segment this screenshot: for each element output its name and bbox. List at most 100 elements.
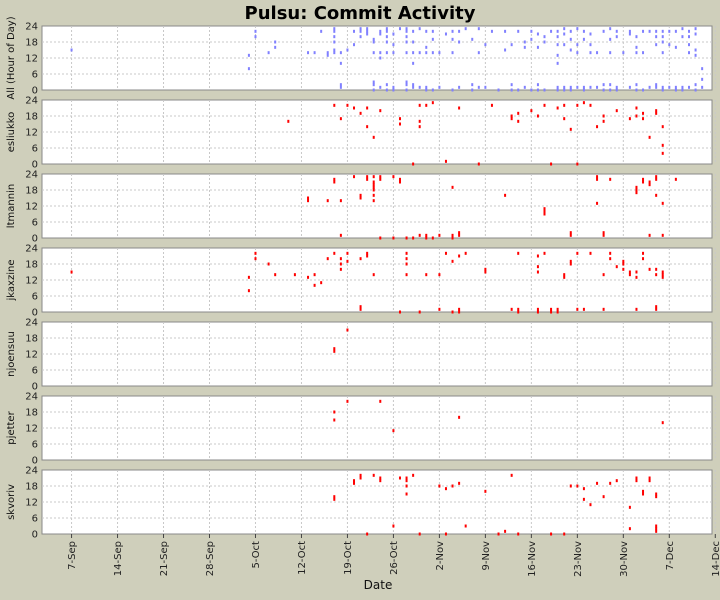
commit-point <box>615 85 618 89</box>
commit-point <box>379 32 382 36</box>
commit-point <box>359 193 362 197</box>
commit-point <box>635 114 638 118</box>
y-tick-label: 24 <box>25 244 38 255</box>
commit-point <box>484 267 487 271</box>
commit-point <box>464 524 467 528</box>
commit-point <box>385 35 388 39</box>
commit-point <box>293 273 296 277</box>
commit-point <box>359 305 362 309</box>
commit-point <box>412 236 415 240</box>
y-tick-label: 12 <box>25 54 38 65</box>
commit-point <box>431 101 434 105</box>
commit-point <box>602 29 605 33</box>
commit-point <box>628 29 631 33</box>
commit-point <box>582 85 585 89</box>
commit-point <box>405 51 408 55</box>
y-tick-label: 6 <box>32 144 38 155</box>
commit-point <box>648 85 651 89</box>
commit-point <box>333 51 336 55</box>
commit-point <box>543 209 546 213</box>
commit-point <box>431 37 434 41</box>
commit-point <box>451 484 454 488</box>
commit-point <box>589 503 592 507</box>
commit-point <box>642 117 645 121</box>
commit-point <box>576 51 579 55</box>
commit-point <box>563 275 566 279</box>
y-tick-label: 12 <box>25 350 38 361</box>
commit-point <box>642 111 645 115</box>
commit-point <box>642 489 645 493</box>
commit-point <box>346 103 349 107</box>
commit-point <box>333 103 336 107</box>
y-tick-label: 0 <box>32 86 38 97</box>
commit-point <box>635 188 638 192</box>
commit-point <box>346 399 349 403</box>
commit-point <box>392 524 395 528</box>
commit-point <box>504 48 507 52</box>
commit-point <box>405 251 408 255</box>
commit-point <box>609 27 612 31</box>
commit-point <box>589 103 592 107</box>
commit-point <box>405 88 408 92</box>
commit-point <box>582 101 585 105</box>
commit-point <box>556 88 559 92</box>
commit-point <box>353 481 356 485</box>
commit-point <box>602 495 605 499</box>
commit-point <box>372 135 375 139</box>
commit-point <box>510 473 513 477</box>
commit-point <box>661 88 664 92</box>
commit-point <box>359 196 362 200</box>
commit-point <box>543 40 546 44</box>
commit-point <box>372 180 375 184</box>
commit-point <box>425 51 428 55</box>
commit-point <box>372 183 375 187</box>
commit-point <box>642 251 645 255</box>
commit-point <box>392 32 395 36</box>
x-tick-label: 5-Oct <box>251 541 262 569</box>
y-tick-label: 12 <box>25 498 38 509</box>
commit-point <box>674 29 677 33</box>
commit-point <box>398 180 401 184</box>
panel-background <box>41 247 713 313</box>
y-tick-label: 24 <box>25 170 38 181</box>
commit-point <box>569 29 572 33</box>
commit-point <box>563 43 566 47</box>
x-tick-label: 28-Sep <box>205 541 216 576</box>
commit-point <box>510 88 513 92</box>
commit-point <box>339 233 342 237</box>
commit-point <box>589 43 592 47</box>
commit-point <box>635 270 638 274</box>
commit-point <box>333 251 336 255</box>
commit-point <box>464 27 467 31</box>
commit-point <box>628 527 631 531</box>
commit-point <box>307 199 310 203</box>
commit-point <box>458 310 461 314</box>
commit-point <box>431 29 434 33</box>
x-tick-label: 16-Nov <box>527 541 538 577</box>
commit-point <box>582 88 585 92</box>
commit-point <box>398 476 401 480</box>
commit-point <box>451 37 454 41</box>
commit-point <box>490 103 493 107</box>
commit-point <box>543 103 546 107</box>
commit-point <box>569 259 572 263</box>
commit-point <box>379 51 382 55</box>
commit-point <box>326 257 329 261</box>
commit-point <box>602 231 605 235</box>
commit-point <box>628 32 631 36</box>
commit-point <box>398 122 401 126</box>
commit-point <box>458 29 461 33</box>
commit-point <box>681 27 684 31</box>
commit-point <box>372 83 375 87</box>
commit-point <box>385 27 388 31</box>
y-tick-label: 18 <box>25 334 38 345</box>
commit-point <box>563 532 566 536</box>
commit-point <box>688 51 691 55</box>
panel-esliukko: 0 6 12 18 24 esliukko <box>6 96 716 171</box>
commit-point <box>596 85 599 89</box>
commit-point <box>392 51 395 55</box>
commit-point <box>458 254 461 258</box>
commit-point <box>563 85 566 89</box>
commit-point <box>438 51 441 55</box>
commit-point <box>333 410 336 414</box>
